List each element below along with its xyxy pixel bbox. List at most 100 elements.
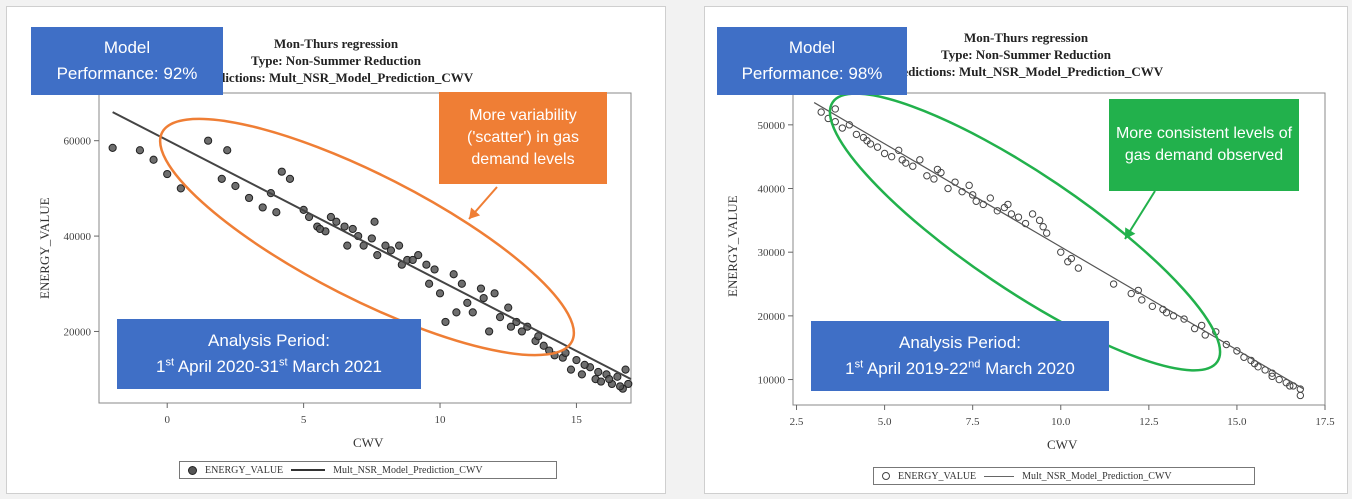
analysis-period-dates: 1st April 2020-31st March 2021 xyxy=(156,356,382,376)
y-tick-label: 20000 xyxy=(64,326,92,338)
data-point xyxy=(468,308,477,317)
data-point xyxy=(348,224,357,234)
data-point xyxy=(909,162,917,170)
data-point xyxy=(340,222,349,231)
prediction-line xyxy=(112,111,632,381)
data-point xyxy=(430,265,439,274)
data-point xyxy=(176,184,185,193)
data-point xyxy=(449,270,458,279)
data-point xyxy=(1268,372,1276,381)
data-point xyxy=(539,341,548,350)
data-point xyxy=(277,167,286,176)
chart-title-line2: Type: Non-Summer Reduction xyxy=(941,47,1111,62)
analysis-period-label: Analysis Period: xyxy=(208,331,330,350)
data-point xyxy=(993,207,1002,215)
chart-plot-left: 0 5 10 15 20000 40000 60000 xyxy=(64,92,633,426)
data-point xyxy=(534,332,543,341)
data-point xyxy=(272,208,281,217)
data-point xyxy=(367,234,376,243)
prediction-line xyxy=(813,102,1305,390)
data-point xyxy=(1042,229,1051,237)
data-point xyxy=(517,327,526,336)
data-point xyxy=(422,260,431,269)
data-point xyxy=(485,327,494,336)
analysis-period-box: Analysis Period: 1st April 2019-22nd Mar… xyxy=(811,321,1109,391)
x-tick-label: 7.5 xyxy=(966,416,980,428)
model-label: Model xyxy=(788,38,836,57)
model-performance-value: Performance: 92% xyxy=(56,64,198,83)
data-point xyxy=(887,152,896,161)
chart-legend: ENERGY_VALUE Mult_NSR_Model_Prediction_C… xyxy=(873,467,1255,485)
data-point xyxy=(944,184,952,193)
x-tick-label: 0 xyxy=(164,414,170,426)
plot-area-frame xyxy=(792,92,1326,406)
data-point xyxy=(594,367,603,377)
data-point xyxy=(1138,296,1146,304)
legend-observed-label: ENERGY_VALUE xyxy=(205,464,284,476)
model-performance-box: Model Performance: 92% xyxy=(31,27,223,95)
data-point xyxy=(1180,315,1188,323)
data-point xyxy=(452,308,461,317)
data-point xyxy=(1007,210,1016,218)
data-point xyxy=(923,172,931,180)
data-point xyxy=(476,284,486,293)
data-point xyxy=(463,298,472,307)
highlight-ellipse xyxy=(158,117,576,357)
data-point xyxy=(1148,302,1157,311)
data-point xyxy=(1014,213,1023,221)
data-point xyxy=(1162,308,1171,317)
y-tick-label: 60000 xyxy=(64,136,92,148)
callout-arrow-head xyxy=(469,207,481,219)
legend-predicted-label: Mult_NSR_Model_Prediction_CWV xyxy=(333,464,483,476)
variability-callout: More variability ('scatter') in gas dema… xyxy=(439,92,607,184)
data-point xyxy=(624,379,633,389)
x-tick-label: 17.5 xyxy=(1315,416,1335,428)
chart-title: Mon-Thurs regression Type: Non-Summer Re… xyxy=(705,29,1347,80)
data-point xyxy=(231,181,240,191)
x-axis-title: CWV xyxy=(353,435,384,450)
data-point xyxy=(1222,340,1231,349)
data-point xyxy=(373,251,382,260)
data-point xyxy=(1057,248,1065,256)
data-point xyxy=(217,174,226,183)
x-tick-label: 5.0 xyxy=(878,416,892,428)
data-point xyxy=(572,355,581,365)
y-tick-label: 10000 xyxy=(758,375,786,387)
data-point xyxy=(873,143,882,151)
x-tick-label: 15 xyxy=(571,414,583,426)
data-point xyxy=(315,224,325,234)
highlight-ellipse xyxy=(828,92,1222,372)
chart-title-line2: Type: Non-Summer Reduction xyxy=(251,53,421,68)
data-point xyxy=(408,255,417,265)
data-point xyxy=(615,382,625,391)
data-point xyxy=(135,146,145,155)
chart-title: Mon-Thurs regression Type: Non-Summer Re… xyxy=(7,35,665,86)
y-tick-label: 40000 xyxy=(64,231,92,243)
data-point xyxy=(495,313,505,322)
chart-panel-right: 2.5 5.0 7.5 10.0 12.5 15.0 17.5 10000 20000 30000… xyxy=(704,6,1348,494)
data-point xyxy=(817,108,825,116)
data-point xyxy=(831,105,839,113)
data-point xyxy=(916,156,924,164)
x-tick-label: 10.0 xyxy=(1051,416,1071,428)
data-point xyxy=(1004,200,1012,209)
data-point xyxy=(504,303,513,312)
data-point xyxy=(566,365,576,374)
data-point xyxy=(343,241,352,250)
data-point xyxy=(326,212,335,222)
data-point xyxy=(1275,375,1283,384)
data-point xyxy=(1035,216,1044,225)
data-point xyxy=(490,289,499,298)
chart-title-line3: Predictions: Mult_NSR_Model_Prediction_C… xyxy=(198,70,474,85)
data-point xyxy=(204,136,213,145)
x-tick-label: 2.5 xyxy=(790,416,804,428)
data-point xyxy=(838,124,847,132)
data-point xyxy=(332,217,341,226)
data-point xyxy=(441,317,450,327)
data-point xyxy=(933,165,942,174)
data-point xyxy=(285,174,295,183)
callout-arrow-head xyxy=(1125,227,1136,239)
model-label: Model xyxy=(103,38,151,57)
x-tick-label: 5 xyxy=(301,414,307,426)
data-point xyxy=(506,322,516,331)
